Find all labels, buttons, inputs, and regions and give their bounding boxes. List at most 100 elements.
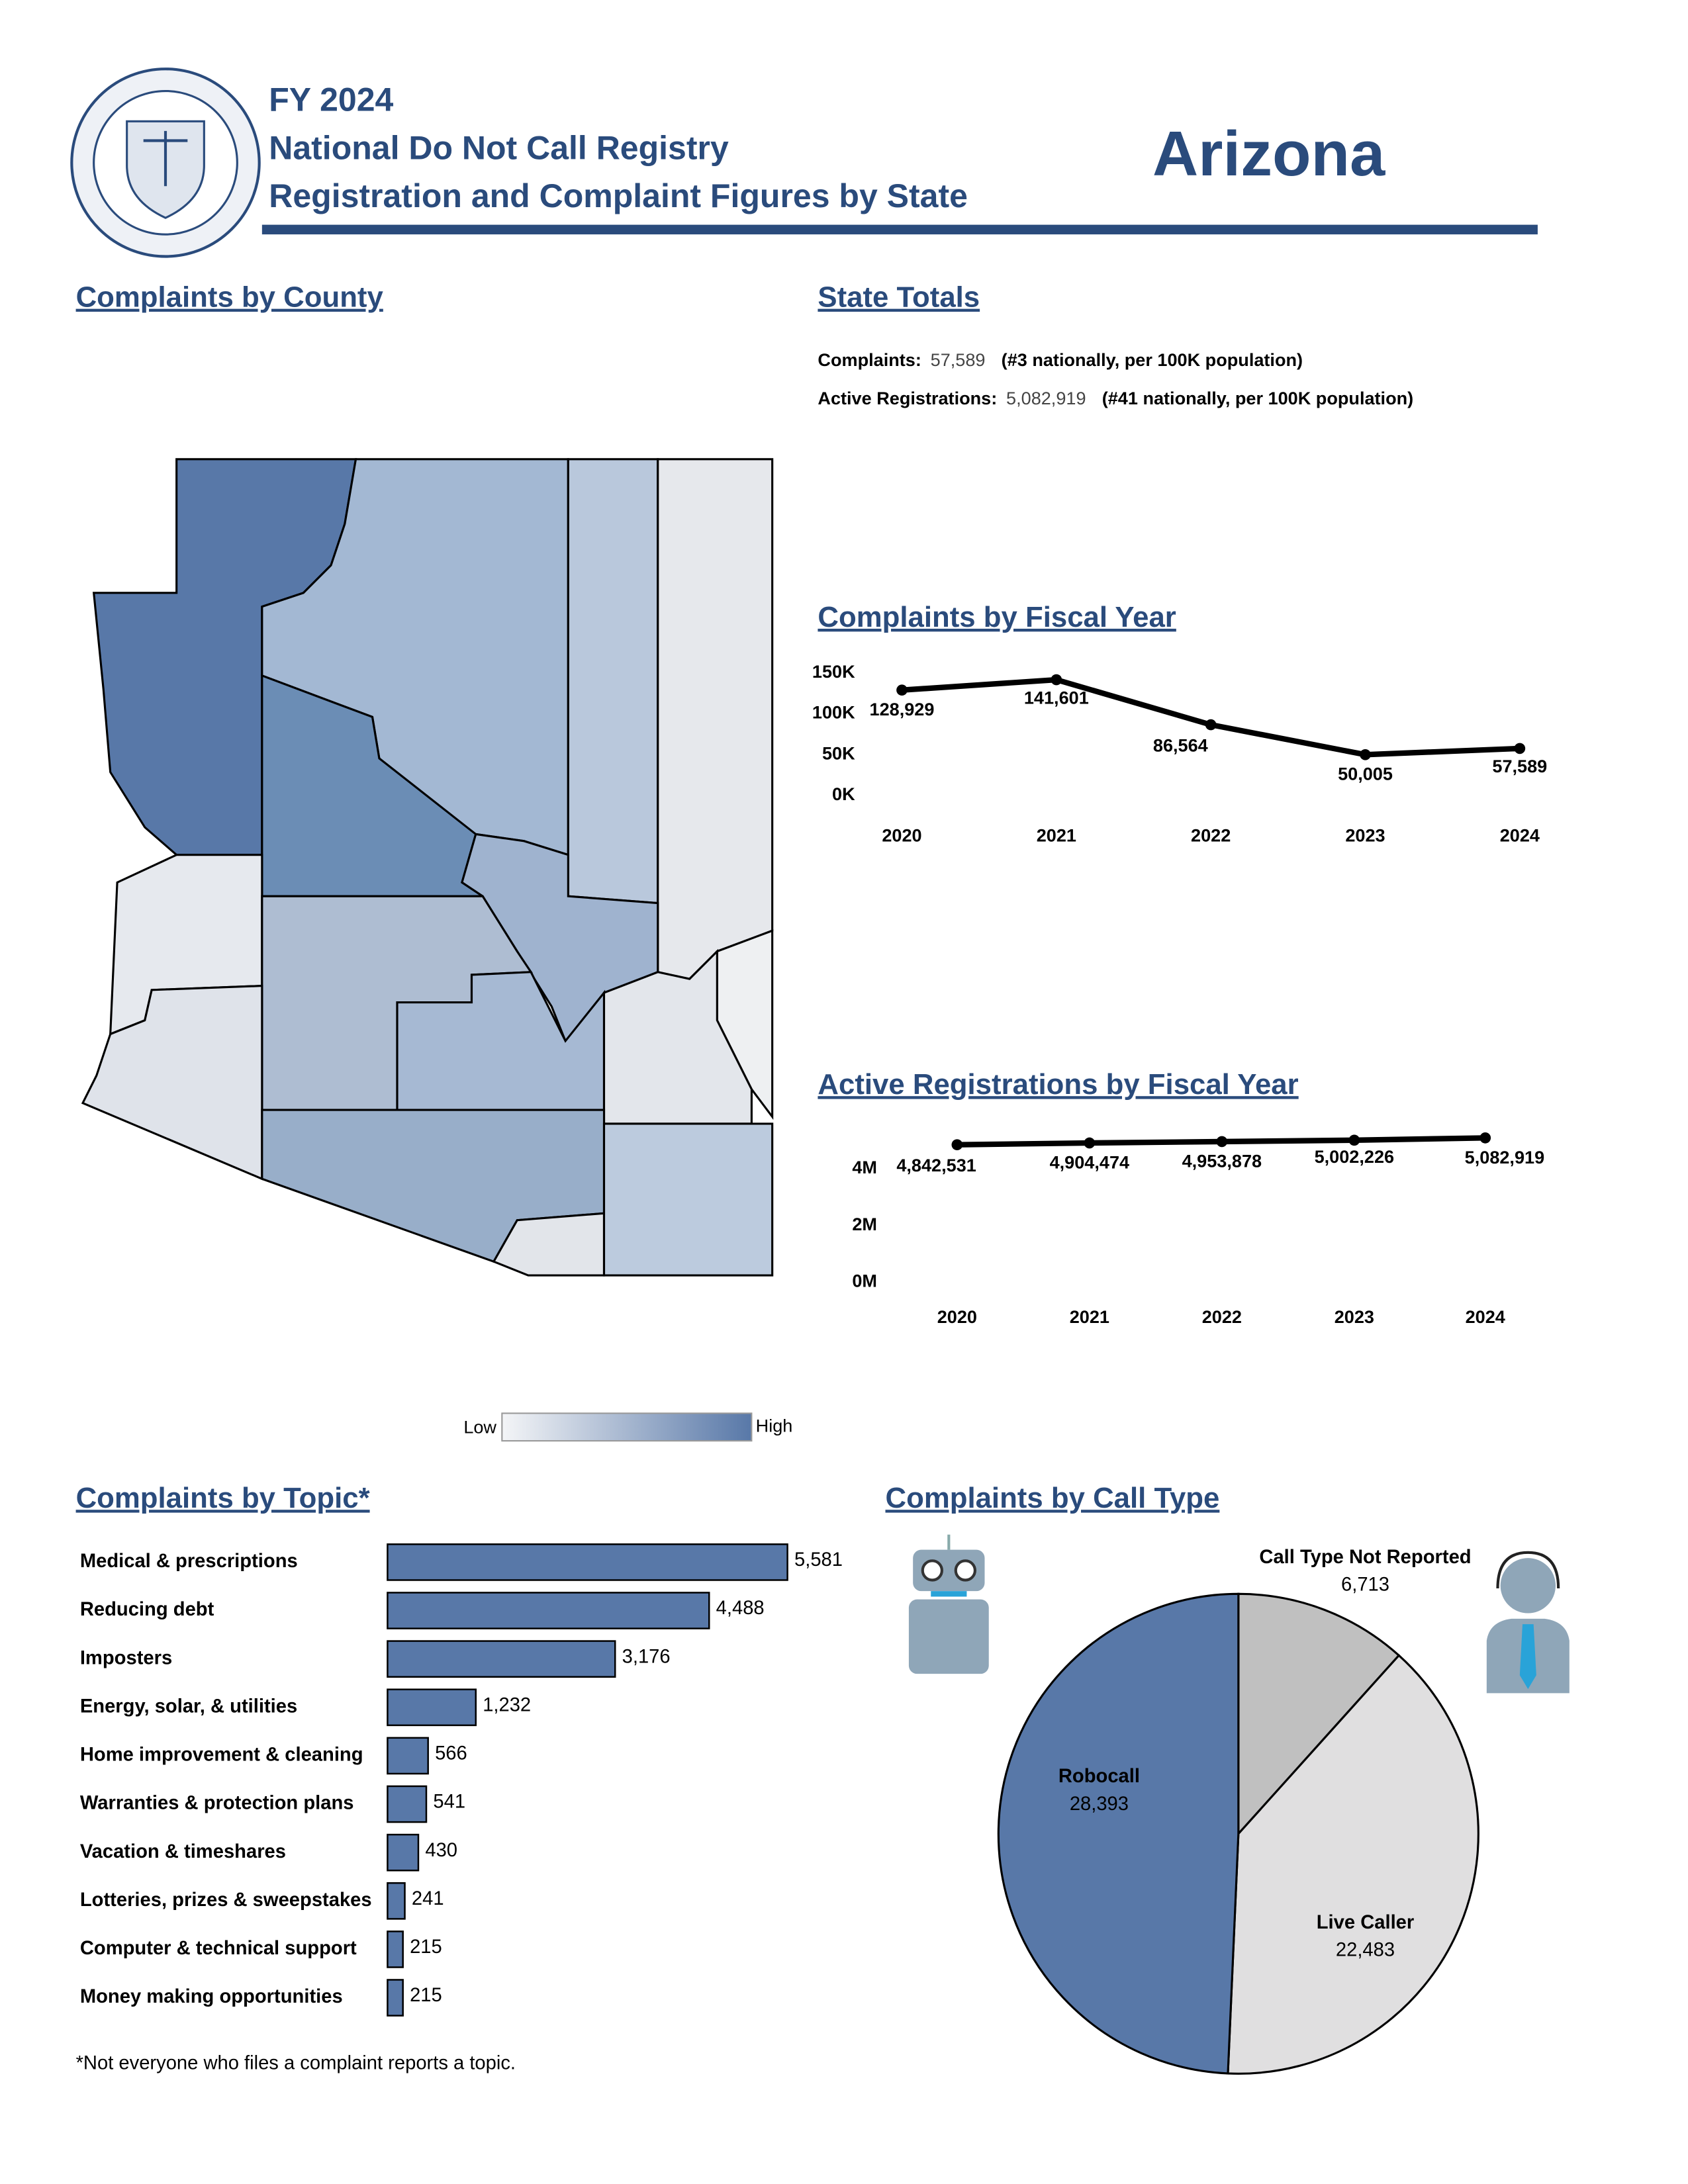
category-label: Money making opportunities — [80, 1986, 343, 2007]
county — [657, 458, 774, 980]
point — [896, 684, 908, 696]
x-tick-label: 2024 — [1466, 1306, 1505, 1327]
label: Active Registrations: — [818, 388, 997, 408]
point — [1205, 719, 1217, 731]
x-tick-label: 2022 — [1191, 825, 1231, 846]
x-tick-label: 2022 — [1202, 1306, 1242, 1327]
value: 5,082,919 — [1006, 388, 1086, 408]
rank: (#3 nationally, per 100K population) — [1002, 349, 1303, 370]
value-label: 215 — [410, 1936, 442, 1958]
value: 57,589 — [931, 349, 986, 370]
category-label: Medical & prescriptions — [80, 1551, 298, 1572]
value-label: 4,842,531 — [896, 1155, 976, 1175]
bar — [387, 1833, 420, 1872]
category-label: Vacation & timeshares — [80, 1841, 286, 1862]
bar — [387, 1592, 710, 1629]
slice-value: 6,713 — [1341, 1574, 1389, 1596]
value-label: 1,232 — [483, 1694, 531, 1715]
fiscal-year: FY 2024 — [269, 81, 393, 118]
slice-label: Call Type Not Reported — [1259, 1547, 1471, 1568]
point — [1051, 674, 1062, 686]
category-label: Energy, solar, & utilities — [80, 1696, 297, 1717]
point — [1360, 749, 1371, 760]
bar — [387, 1882, 406, 1920]
x-tick-label: 2021 — [1070, 1306, 1109, 1327]
value-label: 5,581 — [794, 1549, 843, 1570]
value-label: 3,176 — [622, 1646, 671, 1667]
value-label: 5,002,226 — [1315, 1146, 1394, 1167]
chart-title: Complaints by Topic* — [76, 1482, 370, 1514]
y-tick-label: 100K — [812, 702, 855, 723]
seal — [70, 68, 261, 258]
point — [951, 1139, 963, 1151]
value-label: 86,564 — [1153, 735, 1208, 756]
footnote: *Not everyone who files a complaint repo… — [76, 2052, 516, 2073]
value-label: 4,904,474 — [1050, 1152, 1129, 1172]
registrations-total: Active Registrations: 5,082,919 (#41 nat… — [818, 388, 1413, 408]
bar — [387, 1543, 788, 1581]
legend-low: Low — [463, 1416, 496, 1437]
y-tick-label: 0K — [832, 784, 855, 804]
section-title: Complaints by County — [76, 281, 384, 314]
robot-icon — [908, 1534, 989, 1674]
x-tick-label: 2024 — [1500, 825, 1540, 846]
county — [81, 984, 263, 1181]
state-name: Arizona — [1152, 118, 1385, 189]
y-tick-label: 4M — [852, 1157, 877, 1177]
bar — [387, 1785, 428, 1823]
bar — [387, 1688, 477, 1727]
value-label: 57,589 — [1492, 756, 1547, 776]
category-label: Computer & technical support — [80, 1938, 357, 1959]
chart-title: Active Registrations by Fiscal Year — [818, 1068, 1298, 1101]
rank: (#41 nationally, per 100K population) — [1102, 388, 1413, 408]
value-label: 128,929 — [870, 699, 935, 719]
bar — [387, 1737, 429, 1775]
point — [1084, 1137, 1096, 1149]
slice-label: Robocall — [1058, 1766, 1140, 1787]
legend-high: High — [756, 1415, 793, 1435]
county-map — [81, 458, 774, 1277]
category-label: Warranties & protection plans — [80, 1793, 354, 1814]
category-label: Imposters — [80, 1647, 172, 1668]
value-label: 4,953,878 — [1182, 1150, 1262, 1171]
point — [1479, 1132, 1491, 1144]
chart-title: Complaints by Call Type — [886, 1482, 1220, 1514]
chart-title: Complaints by Fiscal Year — [818, 601, 1176, 633]
line — [902, 676, 1521, 758]
point — [1216, 1136, 1228, 1148]
bar — [387, 1931, 404, 1968]
y-tick-label: 150K — [812, 661, 855, 682]
category-label: Home improvement & cleaning — [80, 1745, 363, 1766]
slice-value: 22,483 — [1336, 1940, 1395, 1961]
x-tick-label: 2020 — [882, 825, 921, 846]
bar — [387, 1640, 616, 1678]
x-tick-label: 2023 — [1335, 1306, 1374, 1327]
y-tick-label: 2M — [852, 1214, 877, 1234]
county — [602, 1122, 774, 1277]
value-label: 241 — [412, 1888, 444, 1909]
slice-label: Live Caller — [1317, 1912, 1414, 1933]
value-label: 541 — [433, 1792, 465, 1813]
title: National Do Not Call Registry — [269, 129, 729, 166]
bar — [387, 1979, 404, 2017]
value-label: 215 — [410, 1985, 442, 2006]
x-tick-label: 2021 — [1037, 825, 1076, 846]
complaints-total: Complaints: 57,589 (#3 nationally, per 1… — [818, 349, 1303, 370]
value-label: 4,488 — [716, 1598, 765, 1619]
header-rule — [261, 224, 1538, 235]
label: Complaints: — [818, 349, 921, 370]
point — [1348, 1134, 1360, 1146]
value-label: 50,005 — [1338, 764, 1393, 784]
county — [567, 458, 659, 905]
slice-value: 28,393 — [1070, 1794, 1129, 1815]
pie-slice — [997, 1592, 1240, 2075]
value-label: 430 — [425, 1840, 457, 1861]
value-label: 5,082,919 — [1465, 1147, 1544, 1167]
pie-slice — [1227, 1654, 1479, 2075]
x-tick-label: 2020 — [937, 1306, 977, 1327]
value-label: 141,601 — [1024, 687, 1089, 707]
y-tick-label: 0M — [852, 1271, 877, 1291]
x-tick-label: 2023 — [1345, 825, 1385, 846]
section-title: State Totals — [818, 281, 980, 314]
